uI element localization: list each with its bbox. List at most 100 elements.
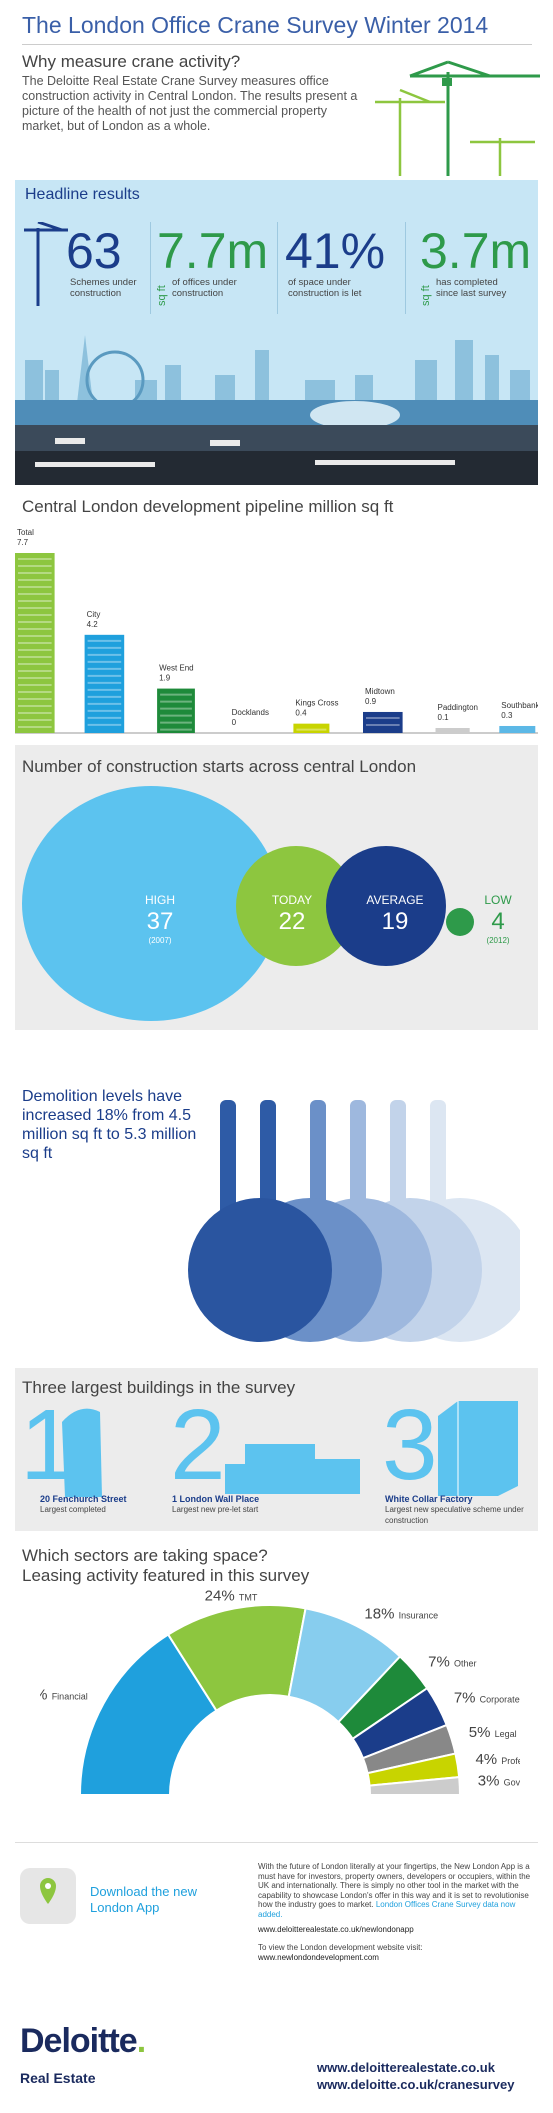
wrecking-balls bbox=[188, 1100, 520, 1342]
stat-divider bbox=[150, 222, 151, 314]
pipeline-heading: Central London development pipeline mill… bbox=[22, 497, 394, 516]
bar-value-label: 0 bbox=[232, 718, 237, 727]
stat-completed-value: 3.7m bbox=[420, 223, 532, 279]
website-link[interactable]: www.newlondondevelopment.com bbox=[258, 1953, 379, 1962]
stat-office-value: 7.7m bbox=[157, 223, 269, 279]
sectors-heading-1: Which sectors are taking space? bbox=[22, 1546, 268, 1565]
low-value: 4 bbox=[491, 908, 505, 935]
demolition-text: Demolition levels have increased 18% fro… bbox=[22, 1088, 197, 1162]
slice-label: 32% Financial bbox=[40, 1687, 88, 1704]
slice-label: 7% Other bbox=[428, 1653, 476, 1670]
divider bbox=[15, 1842, 538, 1843]
largest-heading: Three largest buildings in the survey bbox=[22, 1378, 296, 1397]
stat-divider bbox=[405, 222, 406, 314]
app-body-text: With the future of London literally at y… bbox=[258, 1862, 531, 1909]
stat-completed-caption: has completed since last survey bbox=[436, 277, 507, 299]
building-3-name: White Collar Factory bbox=[385, 1494, 473, 1504]
bar-value-label: 0.9 bbox=[365, 697, 377, 706]
bar-kings-cross bbox=[293, 723, 330, 733]
bar-value-label: 1.9 bbox=[159, 674, 171, 683]
footer-url-1[interactable]: www.deloitterealestate.co.uk bbox=[317, 2060, 495, 2075]
download-app-link[interactable]: Download the new London App bbox=[90, 1884, 197, 1915]
slice-label: 5% Legal bbox=[469, 1724, 517, 1741]
stat-office-caption: of offices under construction bbox=[172, 277, 237, 299]
circle-average bbox=[326, 846, 446, 966]
stat-office-unit: sq ft bbox=[156, 285, 168, 306]
bar-city bbox=[84, 634, 125, 733]
slice-government bbox=[368, 1776, 462, 1796]
bar-category-label: Midtown bbox=[365, 687, 395, 696]
building-2-name: 1 London Wall Place bbox=[172, 1494, 260, 1504]
bar-paddington bbox=[435, 728, 470, 733]
bar-category-label: City bbox=[87, 610, 101, 619]
building-1-note: Largest completed bbox=[40, 1505, 106, 1514]
slice-label: 7% Corporate bbox=[454, 1689, 520, 1706]
map-pin-icon bbox=[20, 1868, 76, 1924]
logo-dot: . bbox=[136, 2022, 147, 2060]
bar-value-label: 0.1 bbox=[438, 713, 450, 722]
building-1-name: 20 Fenchurch Street bbox=[40, 1494, 127, 1504]
bar-value-label: 4.2 bbox=[87, 620, 99, 629]
crane-icon bbox=[24, 222, 68, 306]
app-link[interactable]: www.deloitterealestate.co.uk/newlondonap… bbox=[258, 1925, 414, 1934]
slice-label: 3% Government bbox=[478, 1773, 520, 1790]
stat-divider bbox=[277, 222, 278, 314]
title-divider bbox=[22, 44, 532, 45]
bar-category-label: Paddington bbox=[438, 703, 478, 712]
stat-schemes-value: 63 bbox=[66, 223, 122, 279]
today-value: 22 bbox=[278, 908, 306, 935]
sectors-chart: 32% Financial 24% TMT 18% Insurance 7% Othe… bbox=[40, 1590, 520, 1796]
bar-value-label: 0.4 bbox=[295, 709, 307, 718]
bar-southbank bbox=[499, 725, 536, 733]
building-2-icon bbox=[225, 1444, 360, 1494]
brand-sub: Real Estate bbox=[20, 2070, 96, 2086]
slice-label: 24% TMT bbox=[205, 1590, 258, 1605]
deloitte-logo: Deloitte. bbox=[20, 2022, 147, 2061]
high-value: 37 bbox=[146, 908, 174, 935]
high-note: (2007) bbox=[148, 936, 172, 945]
headline-heading: Headline results bbox=[25, 186, 140, 203]
app-body-highlight: London Offices Crane Survey data now add… bbox=[258, 1900, 516, 1919]
slice-label: 4% Professional bbox=[475, 1751, 520, 1768]
circle-low bbox=[446, 908, 474, 936]
bar-total bbox=[15, 553, 55, 733]
footer-url-2[interactable]: www.deloitte.co.uk/cranesurvey bbox=[317, 2077, 515, 2092]
building-1-icon bbox=[62, 1408, 102, 1497]
starts-heading: Number of construction starts across cen… bbox=[22, 757, 417, 776]
app-body: With the future of London literally at y… bbox=[258, 1862, 541, 1919]
low-label: LOW bbox=[484, 893, 512, 907]
bar-value-label: 0.3 bbox=[501, 711, 513, 720]
rank-3: 3 bbox=[382, 1389, 438, 1501]
bar-value-label: 7.7 bbox=[17, 538, 29, 547]
rank-2: 2 bbox=[170, 1389, 226, 1501]
stat-let-value: 41% bbox=[285, 223, 386, 279]
stat-completed-unit: sq ft bbox=[420, 285, 432, 306]
intro-heading: Why measure crane activity? bbox=[22, 52, 241, 71]
stat-schemes-caption: Schemes under construction bbox=[70, 277, 137, 299]
brand-name: Deloitte bbox=[20, 2022, 138, 2060]
bar-category-label: Docklands bbox=[232, 708, 269, 717]
bar-category-label: West End bbox=[159, 664, 194, 673]
bar-category-label: Southbank bbox=[501, 701, 538, 710]
intro-body: The Deloitte Real Estate Crane Survey me… bbox=[22, 74, 358, 133]
bar-west-end bbox=[157, 688, 195, 733]
london-skyline bbox=[15, 335, 538, 485]
slice-label: 18% Insurance bbox=[364, 1606, 438, 1623]
page-title: The London Office Crane Survey Winter 20… bbox=[22, 12, 489, 38]
bar-category-label: Kings Cross bbox=[295, 699, 338, 708]
sectors-heading-2: Leasing activity featured in this survey bbox=[22, 1566, 310, 1585]
bar-category-label: Total bbox=[17, 528, 34, 537]
stat-let-caption: of space under construction is let bbox=[288, 277, 362, 299]
bar-midtown bbox=[363, 711, 403, 733]
crane-illustration bbox=[375, 60, 540, 176]
building-2-note: Largest new pre-let start bbox=[172, 1505, 259, 1514]
average-label: AVERAGE bbox=[366, 893, 424, 907]
building-3-note: Largest new speculative scheme under con… bbox=[385, 1505, 524, 1525]
building-3-icon bbox=[438, 1401, 518, 1496]
low-note: (2012) bbox=[486, 936, 510, 945]
today-label: TODAY bbox=[271, 893, 313, 907]
high-label: HIGH bbox=[145, 893, 175, 907]
visit-text: To view the London development website v… bbox=[258, 1943, 423, 1952]
average-value: 19 bbox=[381, 908, 409, 935]
